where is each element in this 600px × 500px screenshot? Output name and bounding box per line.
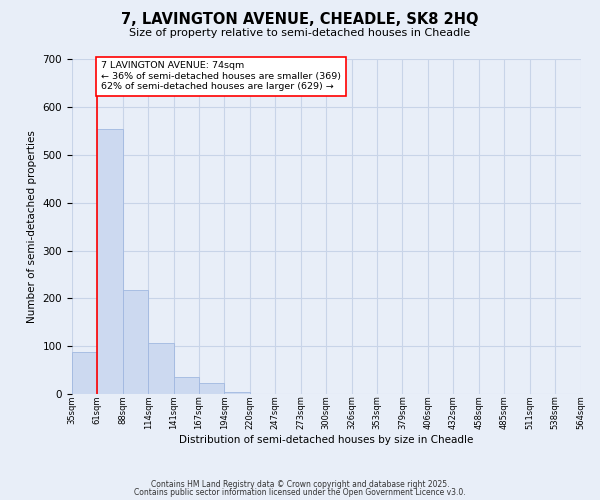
Text: Size of property relative to semi-detached houses in Cheadle: Size of property relative to semi-detach… <box>130 28 470 38</box>
X-axis label: Distribution of semi-detached houses by size in Cheadle: Distribution of semi-detached houses by … <box>179 435 473 445</box>
Bar <box>199 383 224 394</box>
Bar <box>173 377 199 394</box>
Y-axis label: Number of semi-detached properties: Number of semi-detached properties <box>27 130 37 323</box>
Bar <box>224 392 250 394</box>
Text: Contains HM Land Registry data © Crown copyright and database right 2025.: Contains HM Land Registry data © Crown c… <box>151 480 449 489</box>
Bar <box>123 290 148 394</box>
Text: Contains public sector information licensed under the Open Government Licence v3: Contains public sector information licen… <box>134 488 466 497</box>
Text: 7, LAVINGTON AVENUE, CHEADLE, SK8 2HQ: 7, LAVINGTON AVENUE, CHEADLE, SK8 2HQ <box>121 12 479 28</box>
Text: 7 LAVINGTON AVENUE: 74sqm
← 36% of semi-detached houses are smaller (369)
62% of: 7 LAVINGTON AVENUE: 74sqm ← 36% of semi-… <box>101 62 341 91</box>
Bar <box>97 129 123 394</box>
Bar <box>148 344 173 394</box>
Bar <box>72 352 97 394</box>
